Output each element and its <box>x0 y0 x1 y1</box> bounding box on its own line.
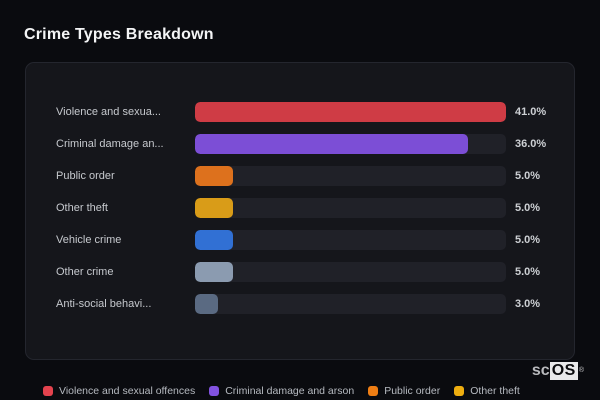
bar-track <box>195 102 506 122</box>
legend-swatch-icon <box>43 386 53 396</box>
bar[interactable] <box>195 262 233 282</box>
bar-label: Public order <box>56 170 115 182</box>
page-title: Crime Types Breakdown <box>24 26 214 43</box>
bar-row: Other crime 5.0% <box>26 256 574 288</box>
bar-value: 3.0% <box>515 298 541 310</box>
bar-value: 41.0% <box>515 106 547 118</box>
legend-item[interactable]: Criminal damage and arson <box>209 385 354 397</box>
bar-row: Public order 5.0% <box>26 160 574 192</box>
bar-row: Criminal damage an... 36.0% <box>26 128 574 160</box>
bar[interactable] <box>195 166 233 186</box>
bar[interactable] <box>195 134 469 154</box>
bar-track <box>195 262 506 282</box>
legend-swatch-icon <box>368 386 379 396</box>
bar-label: Criminal damage an... <box>56 138 164 150</box>
legend-label: Public order <box>384 385 441 397</box>
bar-label: Vehicle crime <box>56 234 122 246</box>
legend-item[interactable]: Public order <box>368 385 440 397</box>
legend-label: Other theft <box>470 385 520 397</box>
bar[interactable] <box>195 102 506 122</box>
bar-track <box>195 166 506 186</box>
bar[interactable] <box>195 230 233 250</box>
bar-track <box>195 294 506 314</box>
bar-rows: Violence and sexua... 41.0% Criminal damag… <box>26 96 574 320</box>
bar-label: Violence and sexua... <box>56 106 161 118</box>
bar-track <box>195 134 506 154</box>
bar-track <box>195 230 506 250</box>
bar-value: 36.0% <box>515 138 547 150</box>
bar-value: 5.0% <box>515 170 541 182</box>
legend-item[interactable]: Other theft <box>454 385 520 397</box>
bar-label: Other theft <box>56 202 108 214</box>
bar-value: 5.0% <box>515 202 541 214</box>
legend-label: Violence and sexual offences <box>59 385 196 397</box>
bar-row: Anti-social behavi... 3.0% <box>26 288 574 320</box>
legend-item[interactable]: Violence and sexual offences <box>43 385 195 397</box>
bar[interactable] <box>195 198 233 218</box>
bar-label: Anti-social behavi... <box>56 298 152 310</box>
bar-value: 5.0% <box>515 266 541 278</box>
legend-swatch-icon <box>209 386 220 396</box>
bar-track <box>195 198 506 218</box>
bar-label: Other crime <box>56 266 114 278</box>
bar-value: 5.0% <box>515 234 541 246</box>
registered-trademark-icon: ® <box>578 367 584 374</box>
scos-logo: sc OS ® <box>532 362 584 380</box>
bar-row: Violence and sexua... 41.0% <box>26 96 574 128</box>
chart-legend: Violence and sexual offences Criminal dam… <box>43 385 520 397</box>
logo-prefix: sc <box>531 362 550 379</box>
bar[interactable] <box>195 294 218 314</box>
chart-card: Violence and sexua... 41.0% Criminal damag… <box>25 62 575 360</box>
bar-row: Vehicle crime 5.0% <box>26 224 574 256</box>
legend-swatch-icon <box>454 386 465 396</box>
legend-label: Criminal damage and arson <box>225 385 355 397</box>
bar-row: Other theft 5.0% <box>26 192 574 224</box>
logo-suffix: OS <box>549 362 578 380</box>
